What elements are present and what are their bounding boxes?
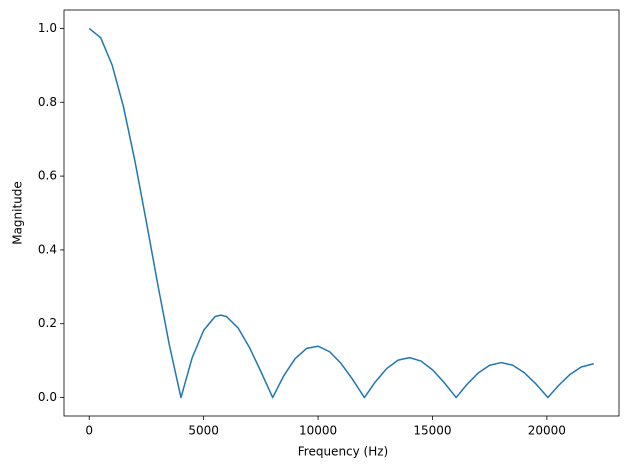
x-tick-label: 5000 [188, 424, 219, 438]
y-tick-label: 0.0 [38, 390, 57, 404]
y-tick-label: 0.6 [38, 169, 57, 183]
y-axis-label: Magnitude [11, 181, 25, 245]
x-tick-label: 20000 [528, 424, 566, 438]
y-tick-label: 0.8 [38, 95, 57, 109]
x-axis-label: Frequency (Hz) [298, 445, 389, 459]
plot-frame [63, 9, 620, 417]
line-series [88, 27, 594, 399]
y-tick-label: 0.4 [38, 242, 57, 256]
x-tick-label: 0 [85, 424, 93, 438]
y-tick-label: 1.0 [38, 21, 57, 35]
y-tick-label: 0.2 [38, 316, 57, 330]
x-tick-label: 10000 [299, 424, 337, 438]
x-tick-label: 15000 [413, 424, 451, 438]
